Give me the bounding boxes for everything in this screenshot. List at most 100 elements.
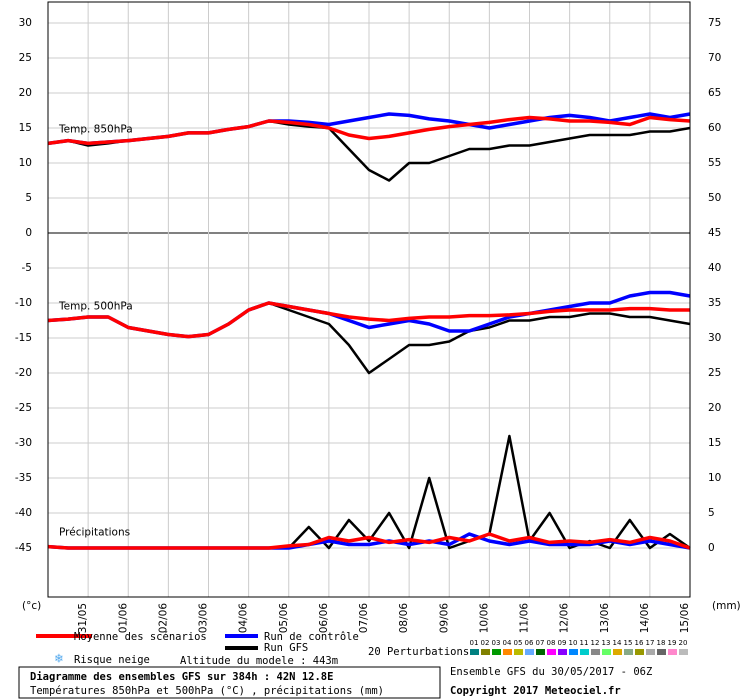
y2-tick-label: 75 xyxy=(708,17,721,29)
y-tick-label: 5 xyxy=(25,192,32,204)
x-tick-label: 02/06 xyxy=(157,603,169,634)
y-tick-label: -40 xyxy=(15,507,32,519)
y-tick-label: -10 xyxy=(15,297,32,309)
y2-axis-label: (mm) xyxy=(712,600,740,612)
perturbation-number: 14 xyxy=(613,639,622,647)
x-tick-label: 01/06 xyxy=(117,603,129,634)
perturbation-number: 08 xyxy=(547,639,556,647)
perturbation-number: 15 xyxy=(624,639,633,647)
perturbation-swatch xyxy=(657,649,666,655)
y-tick-label: -15 xyxy=(15,332,32,344)
perturbation-number: 13 xyxy=(602,639,611,647)
y-axis-label: (°c) xyxy=(22,600,41,612)
series-line xyxy=(47,115,691,146)
perturbation-number: 12 xyxy=(591,639,600,647)
perturbation-swatch xyxy=(514,649,523,655)
y-tick-label: 30 xyxy=(19,17,32,29)
legend-label: Run de contrôle xyxy=(264,631,359,643)
x-tick-label: 10/06 xyxy=(478,603,490,634)
legend-label: Run GFS xyxy=(264,642,308,654)
perturbation-swatch xyxy=(635,649,644,655)
x-tick-label: 07/06 xyxy=(358,603,370,634)
y-tick-label: 10 xyxy=(19,157,32,169)
x-tick-label: 04/06 xyxy=(238,603,250,634)
y-tick-label: -30 xyxy=(15,437,32,449)
y-tick-label: -35 xyxy=(15,472,32,484)
perturbation-number: 17 xyxy=(646,639,655,647)
perturbation-swatch xyxy=(536,649,545,655)
y2-tick-label: 50 xyxy=(708,192,721,204)
perturbation-swatch xyxy=(591,649,600,655)
perturbation-swatch xyxy=(492,649,501,655)
x-tick-label: 08/06 xyxy=(398,603,410,634)
lines xyxy=(47,112,691,550)
x-tick-label: 11/06 xyxy=(519,603,531,634)
panel-label: Précipitations xyxy=(59,527,130,539)
y2-tick-label: 25 xyxy=(708,367,721,379)
perturbation-number: 16 xyxy=(635,639,644,647)
series-line xyxy=(47,532,691,550)
series-line xyxy=(47,301,690,339)
title: Diagramme des ensembles GFS sur 384h : 4… xyxy=(30,671,333,683)
perturbation-number: 04 xyxy=(503,639,512,647)
plot-frame xyxy=(47,1,691,598)
perturbation-swatch xyxy=(503,649,512,655)
perturbation-number: 05 xyxy=(514,639,523,647)
perturbation-swatch xyxy=(481,649,490,655)
x-tick-label: 13/06 xyxy=(599,603,611,634)
perturbation-swatch xyxy=(569,649,578,655)
copyright: Copyright 2017 Meteociel.fr xyxy=(450,685,621,697)
perturbation-number: 18 xyxy=(657,639,666,647)
perturbation-number: 03 xyxy=(492,639,501,647)
snow-label: Risque neige xyxy=(74,654,150,666)
y2-tick-label: 10 xyxy=(708,472,721,484)
y2-tick-label: 60 xyxy=(708,122,721,134)
y-tick-label: 0 xyxy=(25,227,32,239)
x-tick-label: 03/06 xyxy=(198,603,210,634)
y2-tick-label: 65 xyxy=(708,87,721,99)
perturbation-legend: 01 02 03 04 05 06 07 08 09 10 11 12 13 14 15 16 17 18 19 20 xyxy=(470,639,688,655)
perturbation-swatch xyxy=(580,649,589,655)
x-tick-label: 06/06 xyxy=(318,603,330,634)
y2-tick-label: 35 xyxy=(708,297,721,309)
perturbation-number: 10 xyxy=(569,639,578,647)
y-tick-label: -20 xyxy=(15,367,32,379)
y-tick-label: -45 xyxy=(15,542,32,554)
perturbation-number: 02 xyxy=(481,639,490,647)
perturbation-swatch xyxy=(525,649,534,655)
y-tick-label: 15 xyxy=(19,122,32,134)
x-tick-label: 15/06 xyxy=(679,603,691,634)
perturbation-number: 11 xyxy=(580,639,589,647)
panel-label: Temp. 850hPa xyxy=(58,123,133,135)
perturbation-swatch xyxy=(646,649,655,655)
y2-tick-label: 45 xyxy=(708,227,721,239)
y2-tick-label: 0 xyxy=(708,542,715,554)
perturbation-number: 20 xyxy=(679,639,688,647)
run-info: Ensemble GFS du 30/05/2017 - 06Z xyxy=(450,666,652,678)
subtitle: Températures 850hPa et 500hPa (°C) , pré… xyxy=(30,685,384,697)
perturbation-swatch xyxy=(613,649,622,655)
y2-tick-label: 15 xyxy=(708,437,721,449)
perturbation-swatch xyxy=(624,649,633,655)
y-tick-label: 20 xyxy=(19,87,32,99)
x-tick-label: 14/06 xyxy=(639,603,651,634)
x-tick-label: 09/06 xyxy=(438,603,450,634)
perturbation-number: 01 xyxy=(470,639,479,647)
y-tick-label: -5 xyxy=(22,262,32,274)
perturbation-number: 06 xyxy=(525,639,534,647)
x-tick-label: 31/05 xyxy=(77,603,89,633)
perturbation-number: 07 xyxy=(536,639,545,647)
legend-label: Moyenne des scénarios xyxy=(74,631,207,643)
y2-tick-label: 5 xyxy=(708,507,715,519)
perturbation-swatch xyxy=(668,649,677,655)
snow-icon: ❄ xyxy=(54,652,64,666)
perturbation-swatch xyxy=(558,649,567,655)
x-tick-label: 12/06 xyxy=(559,603,571,634)
perturbations-label: 20 Perturbations xyxy=(368,646,469,658)
title-box xyxy=(18,666,441,699)
perturbation-swatch xyxy=(602,649,611,655)
y-tick-label: 25 xyxy=(19,52,32,64)
panel-label: Temp. 500hPa xyxy=(58,301,133,313)
perturbation-swatch xyxy=(679,649,688,655)
